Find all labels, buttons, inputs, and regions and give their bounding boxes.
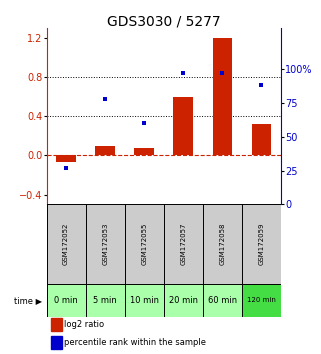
Bar: [47, 284, 86, 317]
Text: 60 min: 60 min: [208, 296, 237, 305]
Text: time ▶: time ▶: [14, 296, 42, 305]
Text: 20 min: 20 min: [169, 296, 198, 305]
Text: percentile rank within the sample: percentile rank within the sample: [64, 338, 206, 347]
Point: [259, 82, 264, 88]
Text: GSM172058: GSM172058: [219, 223, 225, 265]
Text: 120 min: 120 min: [247, 297, 276, 303]
Bar: [51, 336, 62, 349]
Text: 0 min: 0 min: [54, 296, 78, 305]
Text: GSM172057: GSM172057: [180, 223, 186, 265]
Text: 5 min: 5 min: [93, 296, 117, 305]
Bar: [47, 204, 86, 284]
Bar: [242, 204, 281, 284]
Bar: [51, 318, 62, 331]
Bar: [213, 38, 232, 155]
Point: [64, 165, 69, 171]
Text: 10 min: 10 min: [130, 296, 159, 305]
Text: log2 ratio: log2 ratio: [64, 320, 104, 329]
Point: [220, 70, 225, 76]
Bar: [252, 124, 271, 155]
Point: [102, 96, 108, 102]
Bar: [242, 284, 281, 317]
Bar: [173, 97, 193, 155]
Bar: [164, 204, 203, 284]
Bar: [125, 204, 164, 284]
Bar: [95, 146, 115, 155]
Text: GSM172053: GSM172053: [102, 223, 108, 265]
Bar: [86, 284, 125, 317]
Bar: [164, 284, 203, 317]
Text: GSM172052: GSM172052: [63, 223, 69, 265]
Point: [181, 70, 186, 76]
Text: GSM172055: GSM172055: [141, 223, 147, 265]
Bar: [203, 204, 242, 284]
Bar: [203, 284, 242, 317]
Bar: [125, 284, 164, 317]
Bar: [56, 155, 76, 162]
Bar: [134, 148, 154, 155]
Bar: [86, 204, 125, 284]
Text: GSM172059: GSM172059: [258, 223, 265, 265]
Title: GDS3030 / 5277: GDS3030 / 5277: [107, 14, 221, 28]
Point: [142, 120, 147, 126]
